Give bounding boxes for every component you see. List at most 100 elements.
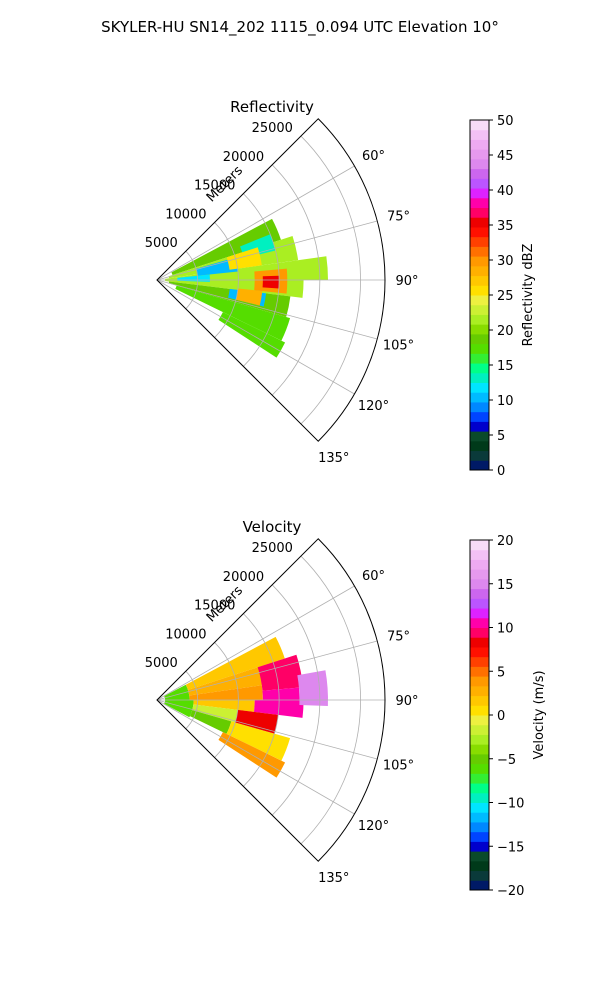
velocity-colorbar-swatch — [470, 588, 489, 599]
reflectivity-colorbar-swatch — [470, 265, 489, 277]
reflectivity-colorbar-swatch — [470, 372, 489, 383]
velocity-radial-tick-label: 5000 — [145, 656, 178, 671]
velocity-colorbar-swatch — [470, 773, 489, 784]
velocity-colorbar-tick-label: −15 — [497, 840, 524, 855]
reflectivity-data-cell — [171, 218, 281, 275]
velocity-colorbar-swatch — [470, 860, 489, 872]
reflectivity-colorbar-swatch — [470, 382, 489, 393]
velocity-title: Velocity — [243, 518, 302, 536]
velocity-data-cell — [262, 687, 300, 700]
velocity-data-cell — [226, 721, 291, 761]
reflectivity-colorbar-swatch — [470, 149, 489, 160]
velocity-colorbar-swatch — [470, 540, 489, 551]
velocity-azimuth-tick-label: 120° — [358, 819, 389, 834]
reflectivity-colorbar-swatch — [470, 188, 489, 199]
velocity-colorbar-swatch — [470, 598, 489, 609]
reflectivity-colorbar-swatch — [470, 120, 489, 131]
reflectivity-panel: Reflectivity 5000 10000 15000 20000 25000 60… — [145, 98, 419, 466]
reflectivity-colorbar-swatch — [470, 129, 489, 140]
reflectivity-colorbar-swatch — [470, 411, 489, 422]
velocity-colorbar-swatch — [470, 744, 489, 755]
velocity-colorbar-tick-label: 10 — [497, 622, 514, 637]
reflectivity-grid-spoke — [156, 165, 355, 281]
reflectivity-azimuth-tick-label: 60° — [362, 149, 385, 164]
velocity-colorbar-swatch — [470, 695, 489, 706]
reflectivity-cells — [165, 218, 328, 358]
reflectivity-radial-ticks: 5000 10000 15000 20000 25000 — [145, 121, 293, 251]
reflectivity-colorbar-swatch — [470, 158, 489, 170]
velocity-azimuth-tick-label: 75° — [387, 629, 410, 644]
velocity-radial-ticks: 5000 10000 15000 20000 25000 — [145, 541, 293, 671]
reflectivity-colorbar-swatch — [470, 314, 489, 325]
velocity-colorbar-ticks: −20 −15 −10 −5 0 5 10 15 20 — [489, 534, 524, 899]
reflectivity-colorbar-swatch — [470, 460, 489, 471]
reflectivity-radial-tick-label: 10000 — [165, 207, 206, 222]
velocity-colorbar-label: Velocity (m/s) — [532, 670, 547, 759]
velocity-data-cell — [189, 685, 263, 700]
velocity-colorbar-swatch — [470, 792, 489, 803]
velocity-cells — [164, 636, 328, 778]
reflectivity-colorbar-swatch — [470, 324, 489, 335]
velocity-data-cell — [192, 704, 238, 723]
velocity-colorbar-swatch — [470, 880, 489, 891]
velocity-colorbar-swatch — [470, 549, 489, 560]
velocity-colorbar-swatch — [470, 637, 489, 648]
velocity-colorbar-swatch — [470, 559, 489, 570]
velocity-azimuth-ticks: 60° 75° 90° 105° 120° 135° — [318, 569, 418, 886]
velocity-colorbar-swatch — [470, 715, 489, 726]
reflectivity-colorbar-swatch — [470, 217, 489, 228]
velocity-colorbar: −20 −15 −10 −5 0 5 10 15 20 Velocity (m/s) — [469, 534, 547, 899]
velocity-grid-spoke — [156, 699, 378, 760]
reflectivity-azimuth-tick-label: 105° — [383, 339, 414, 354]
reflectivity-azimuth-ticks: 60° 75° 90° 105° 120° 135° — [318, 149, 418, 466]
velocity-data-cell — [185, 636, 285, 690]
velocity-data-cell — [189, 710, 232, 734]
velocity-radial-tick-label: 25000 — [252, 541, 293, 556]
reflectivity-grid-spoke — [156, 279, 378, 340]
velocity-data-cell — [297, 670, 328, 706]
velocity-colorbar-swatch — [470, 646, 489, 658]
reflectivity-colorbar-swatch — [470, 353, 489, 364]
reflectivity-colorbar-swatch — [470, 421, 489, 432]
reflectivity-colorbar-swatch — [470, 275, 489, 286]
reflectivity-radial-tick-label: 20000 — [223, 150, 264, 165]
reflectivity-azimuth-tick-label: 75° — [387, 209, 410, 224]
reflectivity-grid — [156, 118, 386, 442]
velocity-frame — [156, 538, 386, 862]
reflectivity-grid-spoke — [156, 279, 355, 395]
reflectivity-data-cell — [196, 257, 238, 276]
velocity-colorbar-swatch — [470, 831, 489, 842]
reflectivity-colorbar-tick-label: 40 — [497, 184, 514, 199]
velocity-grid-spoke — [156, 640, 378, 701]
reflectivity-colorbar-tick-label: 45 — [497, 149, 514, 164]
reflectivity-radial-tick-label: 5000 — [145, 236, 178, 251]
reflectivity-data-cell — [236, 288, 263, 306]
reflectivity-colorbar-swatch — [470, 168, 489, 179]
reflectivity-colorbar-swatch — [470, 431, 489, 442]
reflectivity-colorbar-tick-label: 5 — [497, 429, 505, 444]
velocity-grid-spoke — [156, 699, 355, 815]
velocity-colorbar-tick-label: 15 — [497, 578, 514, 593]
velocity-azimuth-tick-label: 90° — [395, 694, 418, 709]
velocity-colorbar-swatch — [470, 753, 489, 765]
reflectivity-colorbar-swatch — [470, 178, 489, 189]
velocity-colorbar-swatch — [470, 666, 489, 677]
velocity-colorbar-swatch — [470, 851, 489, 862]
velocity-colorbar-swatch — [470, 627, 489, 638]
velocity-colorbar-swatch — [470, 802, 489, 813]
reflectivity-colorbar-swatch — [470, 246, 489, 257]
velocity-colorbar-swatch — [470, 617, 489, 628]
velocity-colorbar-swatch — [470, 841, 489, 852]
velocity-radial-tick-label: 10000 — [165, 627, 206, 642]
velocity-colorbar-swatch — [470, 763, 489, 774]
reflectivity-data-cell — [175, 285, 291, 341]
velocity-colorbar-swatch — [470, 870, 489, 881]
velocity-colorbar-swatch — [470, 569, 489, 580]
velocity-panel: Velocity 5000 10000 15000 20000 25000 60° 75°… — [145, 518, 419, 886]
reflectivity-colorbar-swatch — [470, 256, 489, 267]
reflectivity-colorbar-tick-label: 50 — [497, 114, 514, 129]
reflectivity-grid-spoke — [156, 220, 378, 281]
velocity-grid — [156, 538, 386, 862]
reflectivity-colorbar-swatch — [470, 450, 489, 461]
reflectivity-colorbar-swatch — [470, 333, 489, 345]
